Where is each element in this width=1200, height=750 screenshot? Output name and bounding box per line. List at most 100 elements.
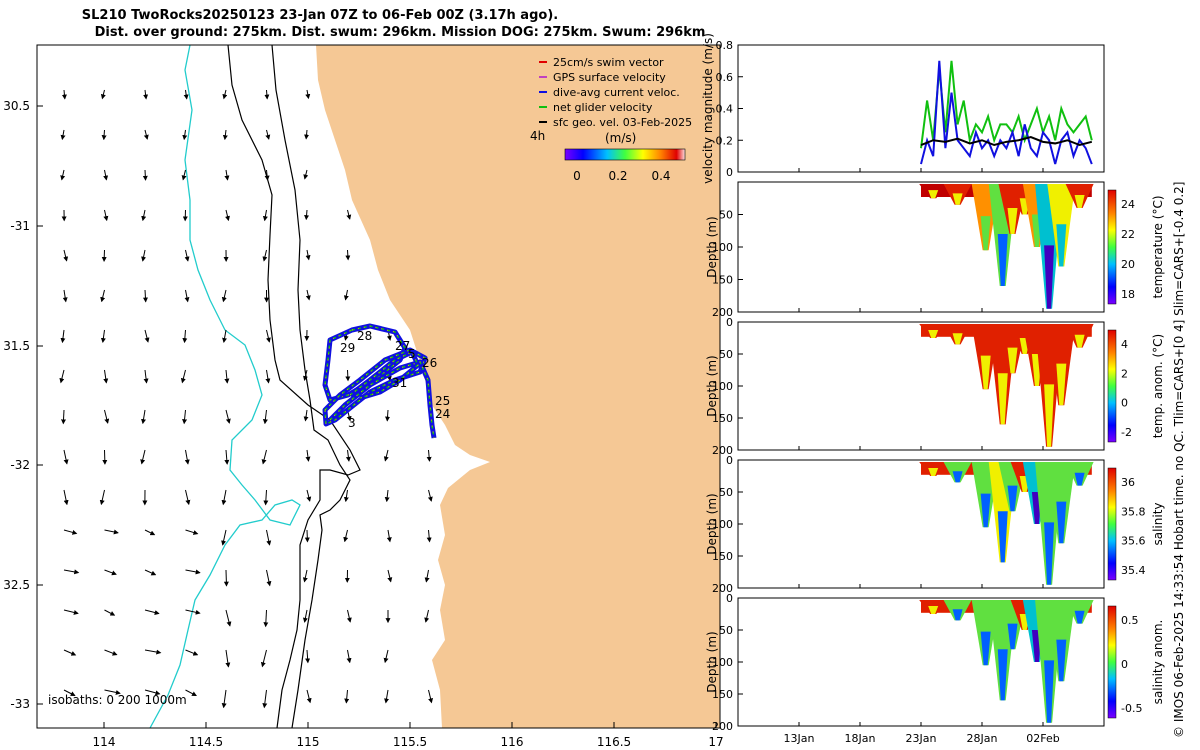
depth-tick-label: 50 [719,624,733,637]
map-ytick-label: 32.5 [3,578,30,592]
velocity-vector [63,529,78,535]
velocity-vector [144,689,161,696]
map-legend: 25cm/s swim vector GPS surface velocity di… [539,56,692,129]
velocity-vector [304,209,310,221]
profile-cast-deep [1056,224,1067,267]
velocity-vector [302,569,308,583]
profile-cast-deep [928,330,939,338]
velocity-vector [63,649,77,656]
track-day-label: 25 [435,394,450,408]
legend-tag: 4h [530,129,545,143]
map-ytick-label: -32 [10,458,30,472]
velocity-ytick-label: 0.2 [716,134,734,147]
velocity-ytick-label: 0 [726,166,733,179]
velocity-vector [343,529,349,543]
velocity-vector [225,409,231,424]
track-net-velocity [324,349,426,426]
velocity-vector [266,569,272,587]
profile-cast-deep [928,468,939,476]
track-day-label: 24 [435,407,450,421]
colorbar-tick-label: 0 [1121,658,1128,671]
velocity-vector [306,689,312,704]
velocity-ytick-label: 0.8 [716,39,734,52]
profile-cast-deep [997,234,1008,286]
velocity-vector [103,169,109,181]
leeuwin-current-path [149,45,301,728]
velocity-vector [224,449,230,465]
depth-tick-label: 150 [712,688,733,701]
velocity-vector [265,369,271,384]
velocity-vector [221,529,227,546]
velocity-vector [303,409,309,422]
velocity-vector [265,329,271,343]
time-tick-label: 28Jan [967,732,998,745]
velocity-vector [262,409,268,425]
velocity-vector [141,249,147,262]
legend-item: GPS surface velocity [553,71,666,84]
profile-cast-deep [1044,660,1055,723]
track-day-label: 29 [340,341,355,355]
velocity-vector [305,89,311,100]
velocity-vector [262,249,268,262]
profile-cast-deep [1074,334,1085,348]
velocity-vector [386,529,392,543]
velocity-vector [221,489,227,506]
velocity-vector [63,609,79,615]
velocity-vector [345,369,351,382]
velocity-vector [424,569,430,583]
profile-cast-deep [1044,245,1055,309]
map-xtick-label: 114.5 [189,735,223,749]
velocity-vector [304,129,310,140]
velocity-vector [144,609,160,615]
speed-colorbar [564,148,686,161]
depth-tick-label: 50 [719,348,733,361]
velocity-vector [182,409,188,425]
velocity-vector [387,569,393,583]
track-day-label: 26 [422,356,437,370]
profile-cast-deep [1056,363,1067,406]
colorbar-tick-1: 0.2 [608,169,627,183]
velocity-vector [184,449,190,465]
colorbar-tick-label: -2 [1121,426,1132,439]
velocity-vector [60,329,66,344]
colorbar-tick-label: 35.8 [1121,505,1146,518]
depth-tick-label: 0 [726,454,733,467]
velocity-series-line [920,60,1093,165]
velocity-vector [104,689,121,695]
profile-cast-deep [980,216,991,251]
velocity-vector [344,689,350,704]
depth-tick-label: 150 [712,550,733,563]
velocity-vector [261,449,267,465]
velocity-vector [144,649,162,655]
legend-item: sfc geo. vel. 03-Feb-2025 [553,116,692,129]
profile-cast-deep [1056,639,1067,682]
legend-item: net glider velocity [553,101,653,114]
profile-cast-deep [1044,384,1055,447]
velocity-vector [182,329,188,344]
velocity-vector [103,209,109,222]
colorbar-tick-label: 20 [1121,258,1135,271]
profile-cast-deep [997,373,1008,425]
velocity-series-line [920,136,1093,147]
velocity-vector [428,689,434,704]
depth-axis-label: Depth (m) [705,493,719,554]
time-tick-label: 23Jan [906,732,937,745]
velocity-ytick-label: 0.4 [716,103,734,116]
velocity-vector [185,649,199,656]
track-speed-coloured [329,361,435,439]
track-speed-coloured [324,325,406,401]
velocity-vector [61,89,67,100]
depth-tick-label: 50 [719,209,733,222]
velocity-vector [144,569,157,576]
map-xtick-label: 17 [708,735,723,749]
velocity-vector [185,529,199,535]
track-day-label: 31 [392,376,407,390]
colorbar-tick-label: 35.6 [1121,535,1146,548]
profile-cast-deep [928,190,939,199]
depth-axis-label: Depth (m) [705,355,719,416]
velocity-vector [104,649,118,656]
velocity-vector [99,489,105,506]
profile-cast-deep [997,511,1008,563]
profile-colorbar [1107,329,1117,443]
